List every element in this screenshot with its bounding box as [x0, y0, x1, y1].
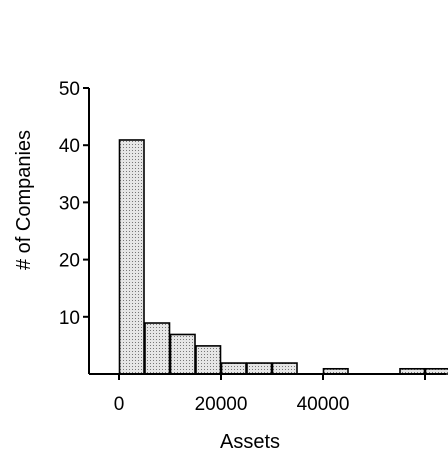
histogram-bar	[169, 333, 196, 375]
histogram-bar	[246, 362, 273, 375]
x-tick-label: 20000	[195, 394, 248, 415]
histogram-bar	[144, 322, 171, 375]
axes-layer	[88, 88, 446, 375]
x-tick-label: 40000	[297, 394, 350, 415]
ticks-layer: 10 20 30 40 50 0 20000 40000	[59, 79, 426, 415]
histogram-bar	[195, 345, 222, 375]
y-tick-label: 30	[59, 193, 80, 214]
y-tick-label: 50	[59, 79, 80, 100]
y-tick-label: 10	[59, 308, 80, 329]
bars-layer	[118, 139, 448, 375]
histogram-bar	[118, 139, 145, 375]
y-tick-label: 20	[59, 251, 80, 272]
histogram-bar	[271, 362, 298, 375]
y-axis-title: # of Companies	[13, 130, 35, 270]
x-axis-title: Assets	[220, 431, 280, 453]
y-tick-label: 40	[59, 136, 80, 157]
histogram-bar	[220, 362, 247, 375]
x-tick-label: 0	[114, 394, 125, 415]
